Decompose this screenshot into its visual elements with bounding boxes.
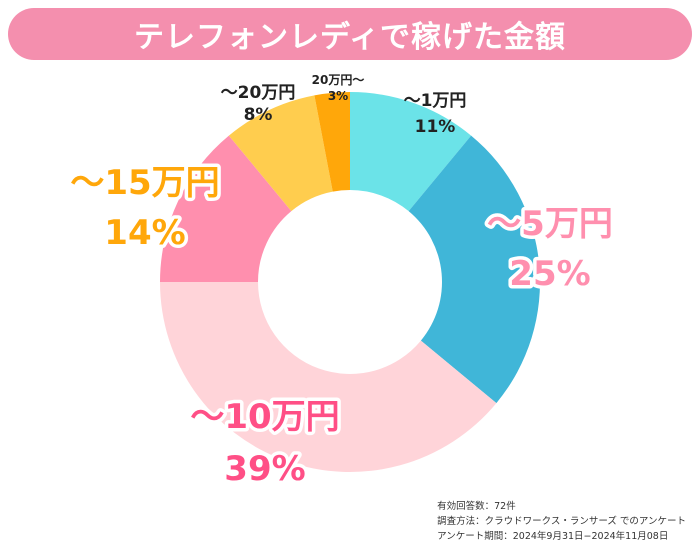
slice-label-5: ～20万円	[221, 83, 296, 103]
slice-5	[228, 95, 333, 212]
footnote-period: アンケート期間：2024年9月31日−2024年11月08日	[437, 531, 669, 542]
slice-value-3: 39%	[224, 449, 305, 489]
chart-title: テレフォンレディで稼げた金額	[134, 20, 566, 55]
slice-label-3: ～10万円	[190, 397, 339, 437]
slice-label-1: ～1万円	[404, 91, 467, 111]
slice-value-1: 11%	[415, 117, 456, 137]
slice-6	[314, 92, 350, 192]
slice-value-2: 25%	[509, 254, 590, 294]
slice-1	[350, 92, 472, 212]
footnote-responses: 有効回答数：72件	[437, 501, 516, 512]
slice-value-6: 3%	[328, 89, 348, 103]
slice-3	[160, 282, 497, 473]
slice-2	[408, 135, 540, 404]
slice-label-6: 20万円～	[312, 73, 365, 87]
slice-value-4: 14%	[104, 213, 185, 253]
footnote-method: 調査方法：クラウドワークス・ランサーズ でのアンケート	[437, 516, 686, 527]
slice-value-5: 8%	[244, 105, 273, 125]
slice-label-4: ～15万円	[70, 163, 219, 203]
slice-4	[160, 135, 292, 282]
title-banner: テレフォンレディで稼げた金額	[8, 8, 692, 60]
slice-label-2: ～5万円	[487, 204, 613, 244]
donut-slices	[160, 92, 540, 473]
survey-footnote: 有効回答数：72件 調査方法：クラウドワークス・ランサーズ でのアンケート アン…	[437, 499, 686, 544]
